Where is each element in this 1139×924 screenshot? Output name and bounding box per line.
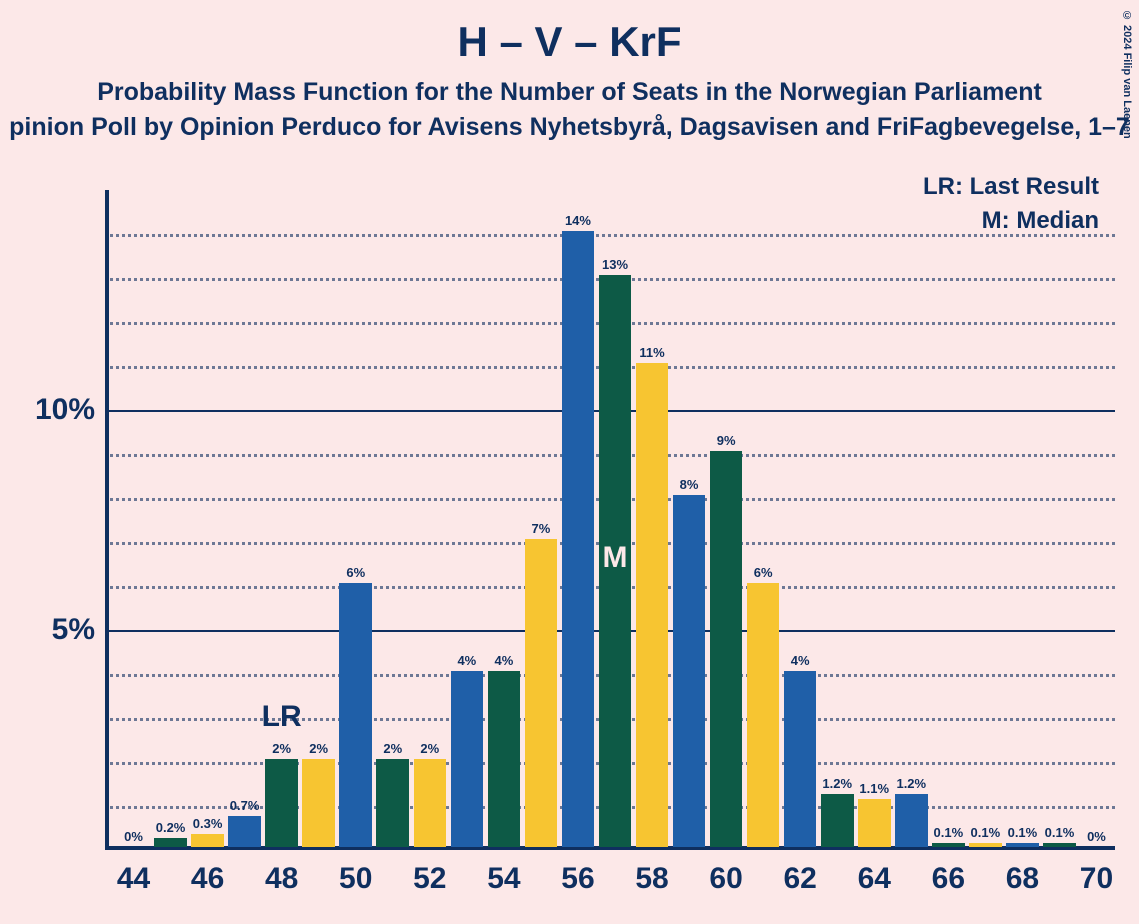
bar-value-label: 0.3% [193,816,223,831]
bar-47 [228,816,261,847]
x-tick-label: 70 [1080,862,1113,896]
chart-subtitle: Probability Mass Function for the Number… [0,78,1139,107]
annotation-lr: LR [262,700,302,734]
bar-value-label: 4% [791,653,810,668]
bar-68 [1006,843,1039,847]
x-tick-label: 58 [635,862,668,896]
bar-65 [895,794,928,847]
bar-value-label: 0.1% [1008,825,1038,840]
y-tick-label: 10% [35,393,95,427]
bar-value-label: 0.1% [934,825,964,840]
bar-value-label: 0.1% [1045,825,1075,840]
bar-value-label: 2% [420,741,439,756]
x-tick-label: 68 [1006,862,1039,896]
bar-value-label: 1.1% [859,781,889,796]
bar-value-label: 2% [383,741,402,756]
bar-value-label: 0.1% [971,825,1001,840]
x-tick-label: 56 [561,862,594,896]
bar-50 [339,583,372,847]
annotation-m: M [603,541,628,575]
bar-56 [562,231,595,847]
bar-46 [191,834,224,847]
bar-64 [858,799,891,847]
copyright-text: © 2024 Filip van Laenen [1121,10,1133,139]
bar-value-label: 11% [639,345,664,360]
bar-58 [636,363,669,847]
bar-69 [1043,843,1076,847]
x-tick-label: 52 [413,862,446,896]
bar-value-label: 4% [457,653,476,668]
bar-value-label: 0.2% [156,820,186,835]
bar-45 [154,838,187,847]
bar-value-label: 14% [565,213,591,228]
bar-67 [969,843,1002,847]
bar-60 [710,451,743,847]
x-tick-label: 50 [339,862,372,896]
bar-value-label: 2% [272,741,291,756]
bar-value-label: 0% [1087,829,1106,844]
bar-59 [673,495,706,847]
bar-value-label: 2% [309,741,328,756]
bar-66 [932,843,965,847]
bar-62 [784,671,817,847]
bar-51 [376,759,409,847]
chart-container: H – V – KrF Probability Mass Function fo… [0,0,1139,924]
y-tick-label: 5% [52,613,95,647]
x-tick-label: 46 [191,862,224,896]
chart-title: H – V – KrF [0,0,1139,66]
y-axis [105,190,109,850]
bar-52 [414,759,447,847]
x-tick-label: 44 [117,862,150,896]
bar-value-label: 4% [494,653,513,668]
plot-area: 5%10%0%440.2%0.3%460.7%2%48LR2%6%502%2%5… [105,190,1115,850]
x-tick-label: 66 [932,862,965,896]
bar-61 [747,583,780,847]
bar-value-label: 6% [754,565,773,580]
bar-value-label: 6% [346,565,365,580]
bar-value-label: 1.2% [822,776,852,791]
bar-value-label: 8% [680,477,699,492]
bar-value-label: 7% [532,521,551,536]
bar-54 [488,671,521,847]
x-tick-label: 60 [709,862,742,896]
bar-63 [821,794,854,847]
x-tick-label: 62 [783,862,816,896]
bar-value-label: 9% [717,433,736,448]
x-tick-label: 48 [265,862,298,896]
bar-value-label: 0.7% [230,798,260,813]
x-tick-label: 64 [858,862,891,896]
bar-value-label: 1.2% [896,776,926,791]
bar-49 [302,759,335,847]
bar-53 [451,671,484,847]
x-tick-label: 54 [487,862,520,896]
bar-value-label: 0% [124,829,143,844]
chart-subtitle-2: pinion Poll by Opinion Perduco for Avise… [0,113,1139,142]
bar-value-label: 13% [602,257,628,272]
bar-55 [525,539,558,847]
gridline-minor [105,234,1115,237]
bar-48 [265,759,298,847]
